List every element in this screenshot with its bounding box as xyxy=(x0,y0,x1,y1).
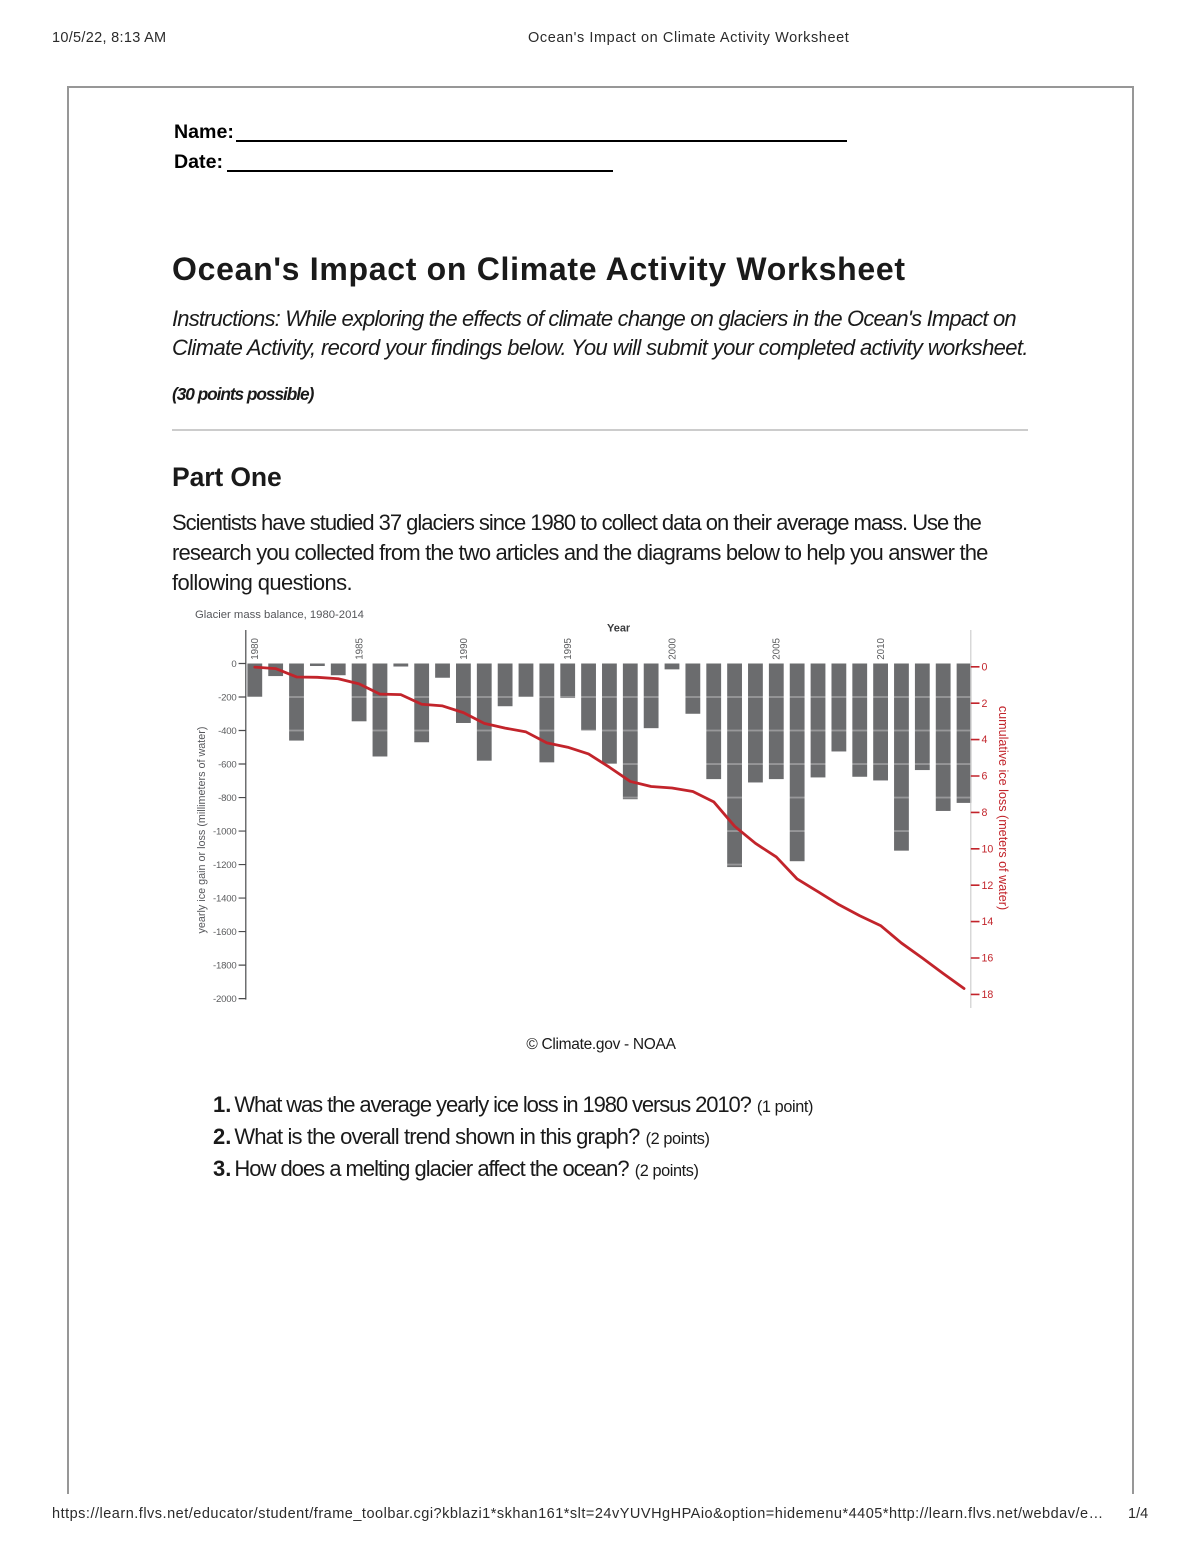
svg-text:1995: 1995 xyxy=(563,637,574,659)
svg-text:-800: -800 xyxy=(218,793,236,804)
svg-text:10: 10 xyxy=(982,843,994,855)
svg-text:-400: -400 xyxy=(218,726,236,737)
svg-text:-1600: -1600 xyxy=(213,927,237,938)
svg-text:-200: -200 xyxy=(218,692,236,703)
svg-text:-2000: -2000 xyxy=(213,994,237,1005)
svg-text:0: 0 xyxy=(982,661,988,673)
svg-text:-1800: -1800 xyxy=(213,960,237,971)
svg-text:-1200: -1200 xyxy=(213,860,237,871)
svg-text:2: 2 xyxy=(982,698,988,710)
svg-text:12: 12 xyxy=(982,880,994,892)
svg-text:-1400: -1400 xyxy=(213,893,237,904)
svg-text:18: 18 xyxy=(982,989,994,1001)
svg-text:6: 6 xyxy=(982,771,988,783)
svg-text:0: 0 xyxy=(231,659,236,670)
svg-text:2005: 2005 xyxy=(772,637,783,659)
svg-text:1990: 1990 xyxy=(459,637,470,659)
svg-text:Glacier mass balance, 1980-201: Glacier mass balance, 1980-2014 xyxy=(195,609,364,621)
svg-text:2010: 2010 xyxy=(876,637,887,659)
svg-text:-1000: -1000 xyxy=(213,826,237,837)
svg-text:4: 4 xyxy=(982,734,988,746)
svg-text:cumulative ice loss (meters of: cumulative ice loss (meters of water) xyxy=(996,706,1010,910)
svg-text:-600: -600 xyxy=(218,759,236,770)
svg-text:1980: 1980 xyxy=(250,637,261,659)
svg-text:8: 8 xyxy=(982,807,988,819)
svg-text:2000: 2000 xyxy=(667,637,678,659)
svg-text:yearly ice gain or loss (milli: yearly ice gain or loss (millimeters of … xyxy=(196,727,208,934)
svg-text:Year: Year xyxy=(607,623,631,635)
svg-text:1985: 1985 xyxy=(355,637,366,659)
svg-text:14: 14 xyxy=(982,916,994,928)
svg-text:16: 16 xyxy=(982,953,994,965)
